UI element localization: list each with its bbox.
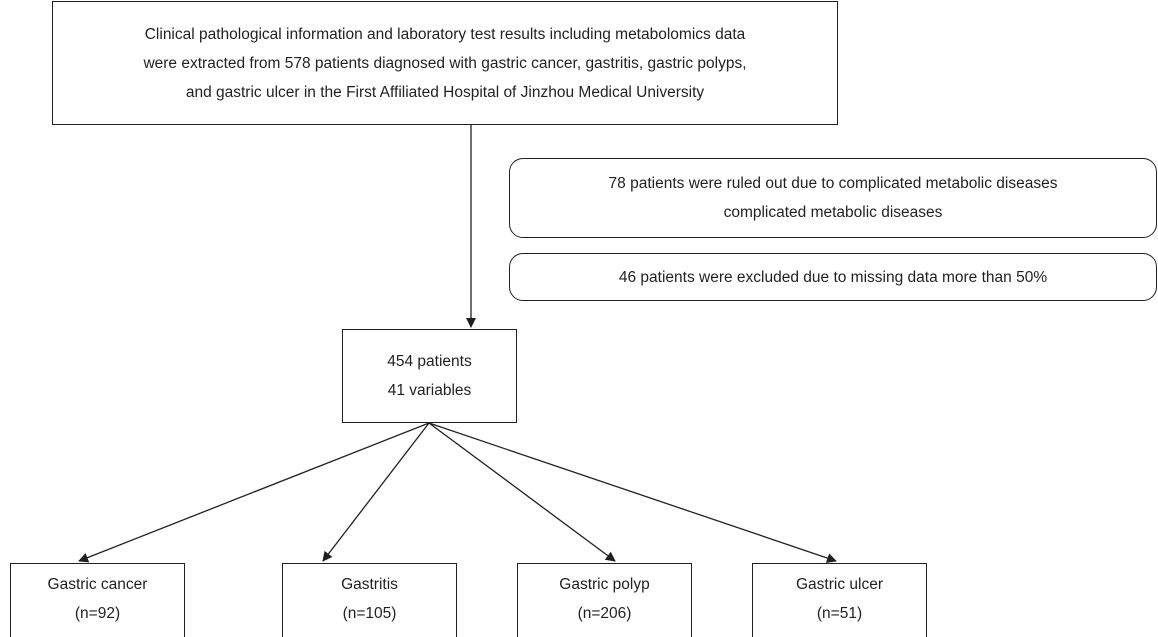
exclusion-box-metabolic-diseases: 78 patients were ruled out due to compli… — [509, 158, 1157, 238]
cohort-variable-count: 41 variables — [387, 382, 472, 399]
exclusion-text-line: complicated metabolic diseases — [723, 204, 943, 221]
source-text-line: were extracted from 578 patients diagnos… — [143, 54, 747, 72]
group-count: (n=206) — [577, 604, 632, 622]
cohort-patient-count: 454 patients — [387, 353, 472, 370]
source-text-line: and gastric ulcer in the First Affiliate… — [185, 83, 705, 101]
exclusion-text-line: 78 patients were ruled out due to compli… — [608, 175, 1058, 192]
arrow-cohort-to-gastric-polyp — [428, 422, 616, 562]
group-count: (n=105) — [342, 604, 397, 622]
arrow-cohort-to-gastritis — [322, 422, 430, 562]
group-box-gastric-polyp: Gastric polyp (n=206) — [517, 563, 692, 637]
source-text-line: Clinical pathological information and la… — [144, 25, 746, 43]
group-name: Gastric cancer — [47, 575, 148, 593]
final-cohort-box: 454 patients 41 variables — [342, 329, 517, 423]
arrow-cohort-to-gastric-cancer — [78, 422, 430, 563]
group-box-gastric-ulcer: Gastric ulcer (n=51) — [752, 563, 927, 637]
group-box-gastric-cancer: Gastric cancer (n=92) — [10, 563, 185, 637]
exclusion-box-missing-data: 46 patients were excluded due to missing… — [509, 253, 1157, 301]
group-name: Gastric polyp — [559, 575, 650, 593]
group-name: Gastritis — [341, 575, 398, 593]
group-count: (n=51) — [816, 604, 863, 622]
exclusion-text-line: 46 patients were excluded due to missing… — [618, 268, 1048, 286]
group-count: (n=92) — [74, 604, 121, 622]
group-name: Gastric ulcer — [796, 575, 883, 593]
group-box-gastritis: Gastritis (n=105) — [282, 563, 457, 637]
source-population-box: Clinical pathological information and la… — [52, 1, 838, 125]
arrow-cohort-to-gastric-ulcer — [428, 422, 837, 563]
